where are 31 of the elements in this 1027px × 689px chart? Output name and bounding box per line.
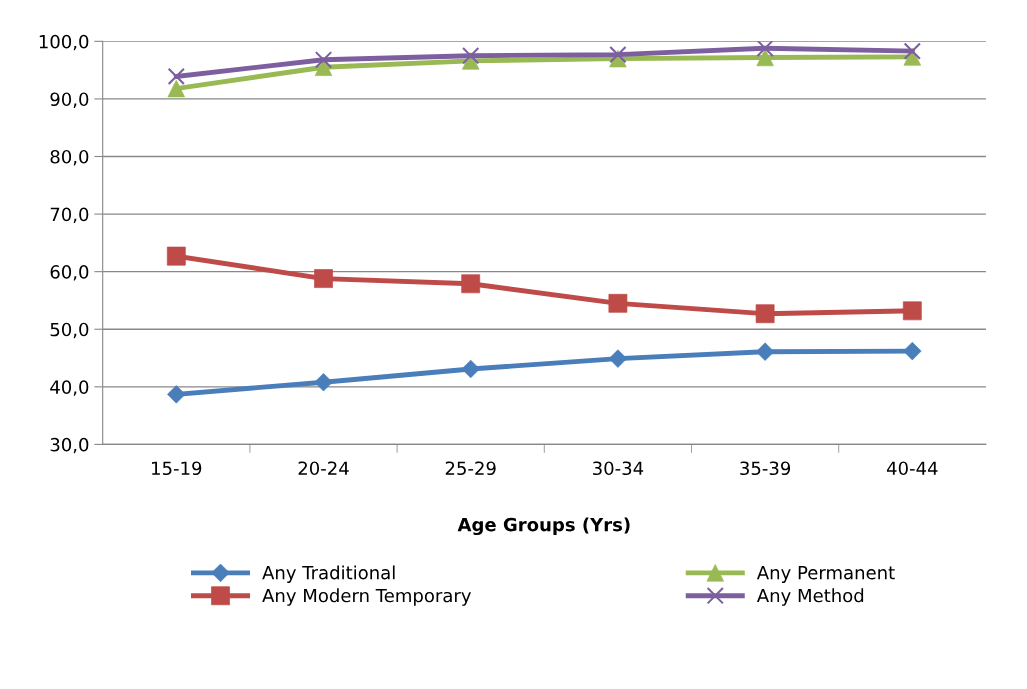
x-tick-label: 15-19 (152, 461, 202, 476)
y-tick-label: 100,0 (39, 34, 89, 51)
point (461, 359, 480, 379)
x-tick-label: 40-44 (886, 461, 938, 476)
point (608, 349, 628, 368)
point (902, 301, 922, 321)
y-tick-label: 70,0 (50, 207, 89, 224)
y-tick-label: 90,0 (50, 92, 89, 108)
x-axis-title: Age Groups (Yrs) (457, 517, 630, 536)
x-tick-label: 25-29 (445, 461, 496, 476)
y-tick-label: 60,0 (50, 265, 89, 281)
point (755, 304, 775, 324)
y-tick-label: 30,0 (50, 437, 89, 454)
point (609, 45, 627, 64)
x-tick-label: 35-39 (740, 461, 791, 476)
point (314, 51, 333, 69)
y-tick-label: 40,0 (50, 380, 89, 396)
legend-label: Any Permanent (756, 566, 895, 583)
point (167, 67, 185, 86)
point (755, 342, 775, 361)
point (756, 41, 774, 57)
x-tick-label: 30-34 (593, 461, 644, 476)
point (903, 42, 921, 60)
legend-label: Any Traditional (262, 565, 395, 583)
point (903, 341, 922, 361)
y-tick-label: 50,0 (50, 322, 89, 339)
legend-label: Any Method (756, 588, 864, 606)
x-tick-label: 20-24 (298, 461, 349, 476)
y-tick-label: 80,0 (50, 149, 89, 166)
point (462, 47, 480, 65)
legend-label: Any Modern Temporary (262, 588, 471, 606)
